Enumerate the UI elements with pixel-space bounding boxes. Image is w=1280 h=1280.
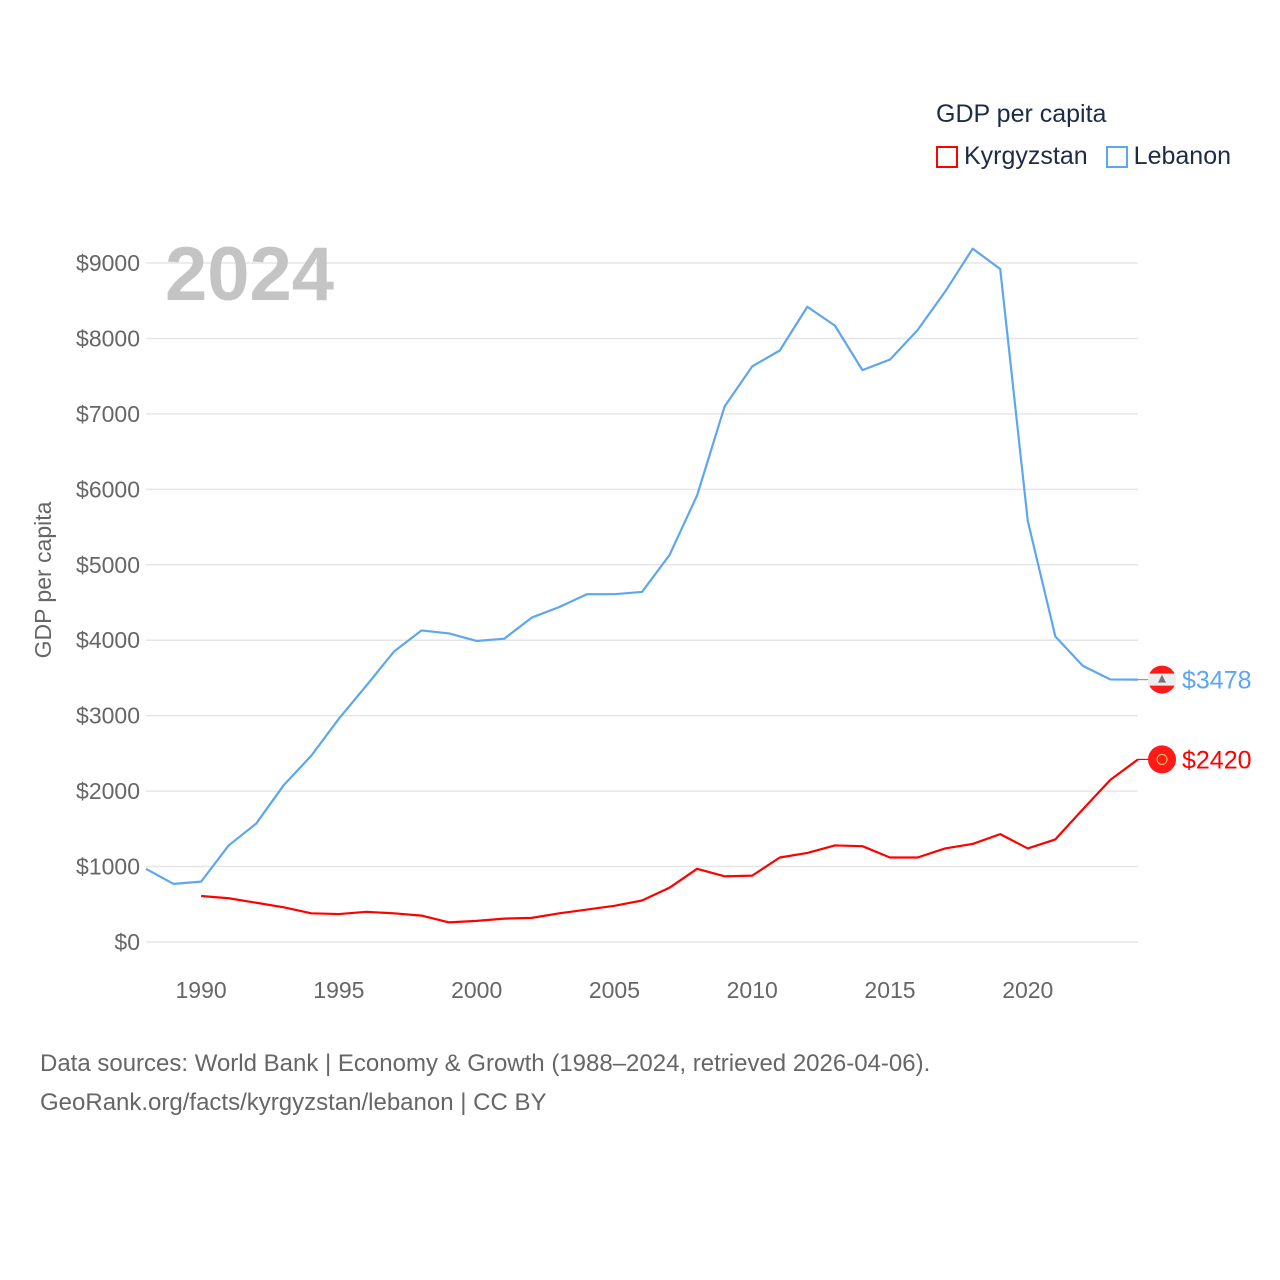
y-tick-label: $3000: [76, 703, 140, 729]
legend-label: Lebanon: [1133, 142, 1231, 170]
legend-swatch: [936, 145, 958, 168]
sun-icon: [1156, 753, 1168, 765]
x-tick-label: 2000: [451, 977, 502, 1003]
y-tick-label: $7000: [76, 401, 140, 427]
legend-label: Kyrgyzstan: [964, 142, 1088, 170]
y-tick-label: $0: [114, 929, 140, 955]
legend-item-lebanon[interactable]: Lebanon: [1105, 142, 1231, 171]
y-tick-label: $4000: [76, 627, 140, 653]
y-tick-label: $5000: [76, 552, 140, 578]
x-tick-label: 2020: [1002, 977, 1053, 1003]
end-value-label: $3478: [1182, 667, 1252, 695]
series-line-lebanon: [145, 247, 1139, 886]
kyrgyzstan-flag-icon: [1148, 745, 1176, 774]
y-tick-label: $9000: [76, 250, 140, 276]
source-line: Data sources: World Bank | Economy & Gro…: [40, 1050, 931, 1077]
y-tick-label: $2000: [76, 778, 140, 804]
series-line-kyrgyzstan: [201, 758, 1139, 924]
cedar-icon: [1158, 674, 1166, 683]
x-tick-label: 1995: [313, 977, 364, 1003]
legend-item-kyrgyzstan[interactable]: Kyrgyzstan: [936, 142, 1088, 171]
x-tick-label: 1990: [176, 977, 227, 1003]
legend: Kyrgyzstan Lebanon: [936, 142, 1231, 171]
x-tick-label: 2015: [864, 977, 915, 1003]
y-tick-label: $8000: [76, 325, 140, 351]
y-axis-label: GDP per capita: [30, 501, 56, 658]
end-value-label: $2420: [1182, 746, 1252, 774]
legend-title: GDP per capita: [936, 100, 1107, 128]
source-link[interactable]: GeoRank.org/facts/kyrgyzstan/lebanon | C…: [40, 1089, 547, 1116]
y-tick-label: $1000: [76, 854, 140, 880]
y-tick-label: $6000: [76, 476, 140, 502]
x-tick-label: 2005: [589, 977, 640, 1003]
year-watermark: 2024: [165, 232, 334, 317]
source-note: Data sources: World Bank | Economy & Gro…: [40, 1044, 930, 1122]
legend-swatch: [1105, 145, 1128, 168]
x-tick-label: 2010: [727, 977, 778, 1003]
